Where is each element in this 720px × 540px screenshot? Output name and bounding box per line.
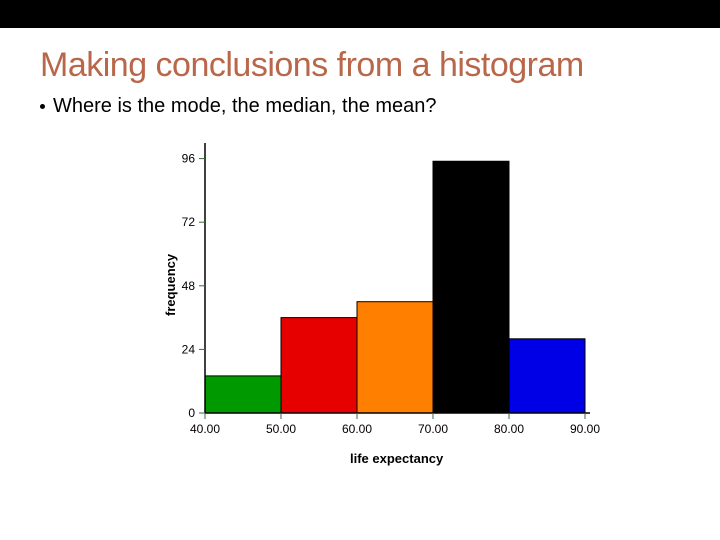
y-tick-label: 48: [182, 279, 196, 293]
bullet-list: Where is the mode, the median, the mean?: [40, 95, 720, 118]
histogram-bar: [357, 302, 433, 413]
histogram-bar: [205, 376, 281, 413]
x-tick-label: 90.00: [570, 422, 600, 436]
bullet-item: Where is the mode, the median, the mean?: [40, 95, 720, 118]
presentation-top-bar: [0, 0, 720, 28]
histogram-bar: [281, 318, 357, 413]
x-tick-label: 40.00: [190, 422, 220, 436]
x-tick-label: 60.00: [342, 422, 372, 436]
y-tick-label: 72: [182, 215, 196, 229]
slide: Making conclusions from a histogram Wher…: [0, 46, 720, 498]
histogram-chart: frequency life expectancy 0 24 48 72 96 40.00…: [0, 118, 720, 498]
slide-title: Making conclusions from a histogram: [40, 46, 720, 85]
bullet-text: Where is the mode, the median, the mean?: [53, 95, 437, 118]
x-tick-label: 80.00: [494, 422, 524, 436]
histogram-bar: [509, 339, 585, 413]
y-tick-label: 24: [182, 342, 196, 356]
histogram-bar: [433, 161, 509, 413]
y-tick-label: 0: [188, 406, 195, 420]
x-tick-label: 70.00: [418, 422, 448, 436]
histogram-svg: 0 24 48 72 96 40.00 50.00 60.00 70.00 80.00 90.00: [0, 118, 720, 478]
bullet-dot-icon: [40, 104, 45, 109]
x-tick-label: 50.00: [266, 422, 296, 436]
y-tick-label: 96: [182, 152, 196, 166]
y-axis-label: frequency: [163, 253, 178, 315]
x-axis-label: life expectancy: [350, 451, 443, 466]
